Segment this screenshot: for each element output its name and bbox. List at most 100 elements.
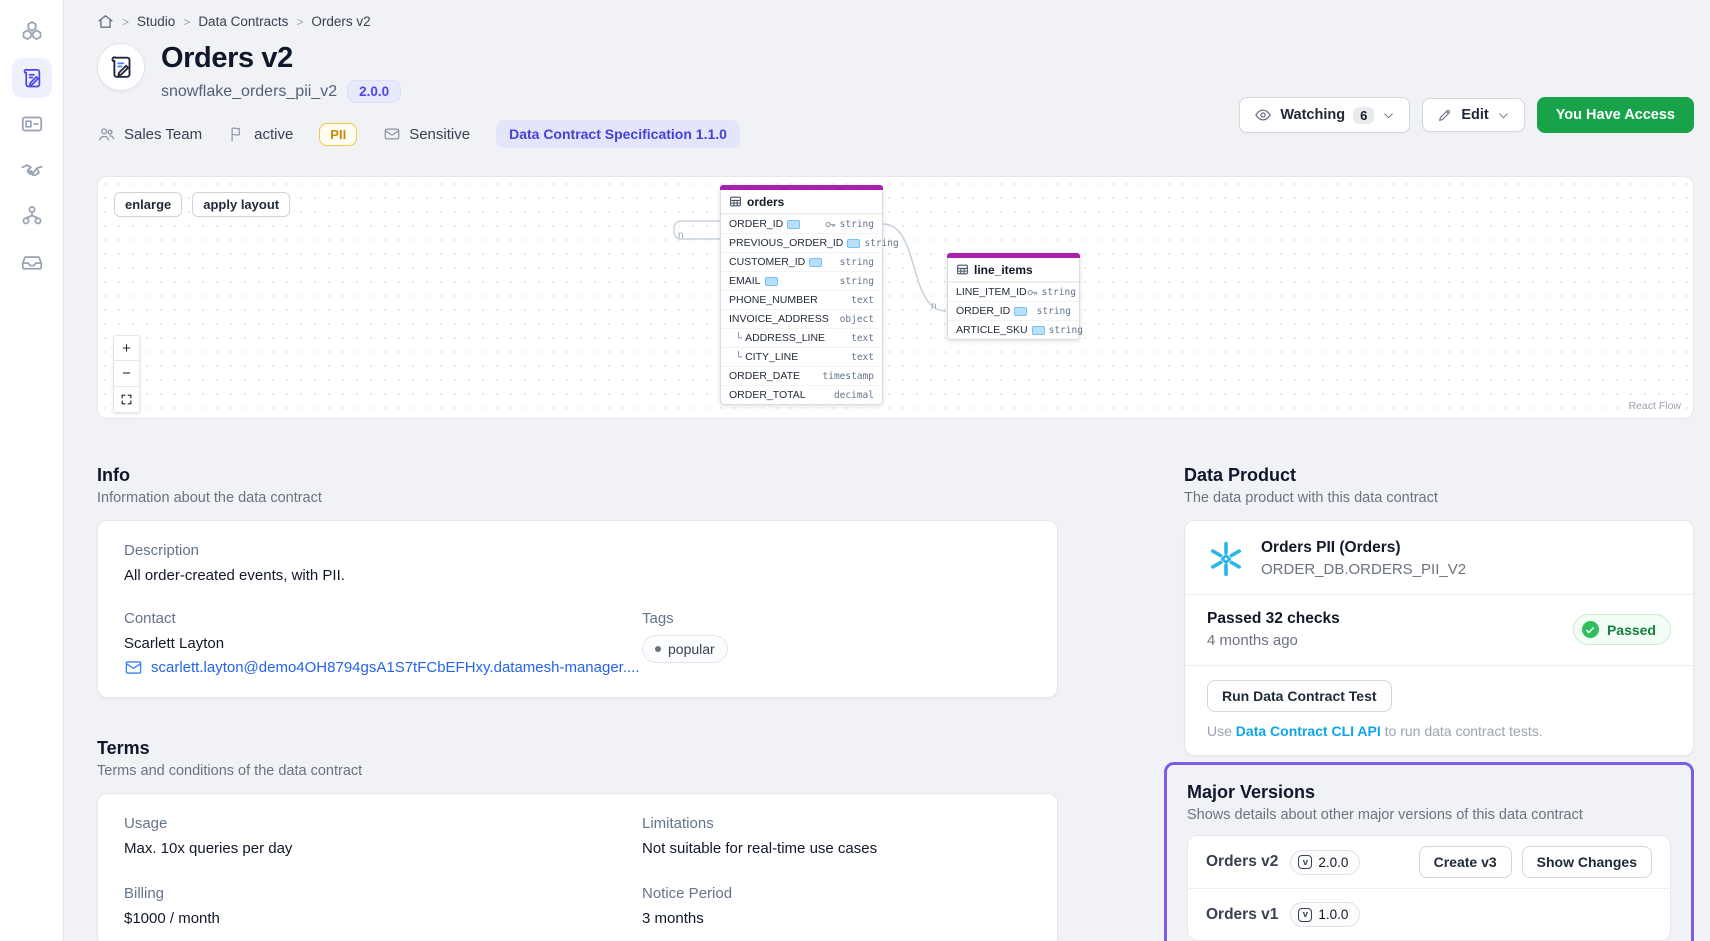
version-pill: v 1.0.0 (1290, 902, 1361, 927)
apply-layout-button[interactable]: apply layout (192, 192, 291, 217)
diagram-toolbar: enlarge apply layout (114, 192, 291, 217)
field-row[interactable]: PREVIOUS_ORDER_ID string (721, 233, 899, 252)
data-product-card: Orders PII (Orders) ORDER_DB.ORDERS_PII_… (1184, 520, 1694, 756)
field-type: decimal (833, 389, 874, 401)
info-card: Description All order-created events, wi… (97, 520, 1058, 698)
cli-api-link[interactable]: Data Contract CLI API (1235, 723, 1381, 739)
sidebar-item-teams[interactable] (12, 196, 52, 236)
node-accent-bar (947, 253, 1080, 258)
cli-hint: Use Data Contract CLI API to run data co… (1207, 723, 1671, 739)
table-icon (957, 264, 968, 275)
data-product-name: Orders PII (Orders) (1261, 539, 1401, 556)
checks-title: Passed 32 checks (1207, 610, 1340, 627)
react-flow-attribution[interactable]: React Flow (1628, 400, 1681, 412)
right-column: Data Product The data product with this … (1164, 465, 1694, 941)
field-row[interactable]: └ CITY_LINE text (721, 347, 882, 366)
sidebar-item-data-products[interactable] (12, 12, 52, 52)
inbox-icon (21, 256, 42, 270)
contact-email-link[interactable]: scarlett.layton@demo4OH8794gsA1S7tFCbEFH… (124, 658, 642, 677)
classification-label: Sensitive (409, 125, 471, 143)
breadcrumb-data-contracts[interactable]: Data Contracts (198, 14, 289, 29)
billing-value: $1000 / month (124, 910, 220, 927)
version-badge: 2.0.0 (347, 80, 402, 103)
pii-classification-badge (1031, 325, 1045, 335)
field-name: ARTICLE_SKU (956, 324, 1028, 336)
checks-row: Passed 32 checks 4 months ago Passed (1185, 594, 1693, 666)
zoom-in-button[interactable]: + (113, 335, 140, 361)
contract-icon (23, 68, 40, 88)
access-button[interactable]: You Have Access (1536, 97, 1694, 133)
cubes-icon (22, 21, 41, 41)
schema-diagram-canvas[interactable]: n n enlarge apply layout + − orders (97, 176, 1694, 419)
sidebar-item-inbox[interactable] (12, 242, 52, 282)
field-row[interactable]: └ ADDRESS_LINE text (721, 328, 882, 347)
pencil-icon (1439, 109, 1451, 121)
version-name[interactable]: Orders v2 (1206, 853, 1279, 870)
breadcrumb-separator: > (183, 14, 191, 29)
owner-team[interactable]: Sales Team (97, 125, 202, 144)
node-title: orders (747, 194, 785, 209)
data-product-subheading: The data product with this data contract (1184, 490, 1438, 506)
card-icon (21, 116, 42, 132)
field-name: LINE_ITEM_ID (956, 286, 1027, 298)
tag-popular[interactable]: popular (642, 635, 728, 663)
fit-view-button[interactable] (113, 387, 140, 413)
show-changes-button[interactable]: Show Changes (1521, 846, 1652, 878)
pii-classification-badge (809, 257, 823, 267)
run-test-button[interactable]: Run Data Contract Test (1207, 680, 1392, 712)
table-node-orders[interactable]: orders ORDER_ID string PREVIOUS_ORDER_ID… (720, 185, 899, 405)
data-product-summary[interactable]: Orders PII (Orders) ORDER_DB.ORDERS_PII_… (1185, 521, 1693, 594)
eye-icon (1255, 109, 1272, 121)
status-badge: Passed (1572, 614, 1671, 645)
create-v3-button[interactable]: Create v3 (1418, 846, 1512, 878)
field-row[interactable]: ORDER_ID string (721, 214, 882, 233)
field-row[interactable]: PHONE_NUMBER text (721, 290, 882, 309)
field-row[interactable]: CUSTOMER_ID string (721, 252, 882, 271)
field-type: string (1048, 324, 1083, 336)
field-row[interactable]: LINE_ITEM_ID string (948, 282, 1079, 301)
home-icon[interactable] (97, 13, 114, 30)
sidebar-item-data-contracts[interactable] (11, 58, 52, 98)
version-pill: v 2.0.0 (1290, 849, 1361, 875)
status-flag: active (228, 125, 293, 143)
node-accent-bar (720, 185, 883, 190)
zoom-out-button[interactable]: − (113, 361, 140, 387)
diagram-zoom-controls: + − (113, 335, 140, 413)
sidebar-item-catalog[interactable] (12, 104, 52, 144)
version-row-v1: Orders v1 v 1.0.0 (1188, 888, 1670, 940)
field-row[interactable]: ORDER_DATE timestamp (721, 366, 882, 385)
tag-dot (655, 646, 661, 652)
field-row[interactable]: ORDER_ID string (948, 301, 1079, 320)
nested-field-elbow: └ (735, 332, 743, 344)
field-row[interactable]: ARTICLE_SKU string (948, 320, 1083, 339)
watching-button[interactable]: Watching 6 (1239, 97, 1411, 133)
field-type: object (839, 313, 874, 325)
tag-text: popular (668, 641, 715, 657)
status-label: active (254, 125, 294, 143)
major-versions-highlight: Major Versions Shows details about other… (1164, 762, 1694, 941)
edit-label: Edit (1461, 107, 1489, 123)
breadcrumb-studio[interactable]: Studio (137, 14, 176, 29)
version-icon: v (1298, 907, 1313, 922)
enlarge-button[interactable]: enlarge (114, 192, 183, 217)
table-node-line-items[interactable]: line_items LINE_ITEM_ID string ORDER_ID … (947, 253, 1083, 340)
version-name[interactable]: Orders v1 (1206, 905, 1279, 923)
field-row[interactable]: INVOICE_ADDRESS object (721, 309, 882, 328)
classification: Sensitive (383, 125, 470, 143)
field-type: string (1036, 305, 1071, 317)
spec-badge[interactable]: Data Contract Specification 1.1.0 (496, 120, 740, 148)
field-name: ADDRESS_LINE (745, 332, 826, 344)
header-actions: Watching 6 Edit You Have Access (1239, 97, 1694, 133)
app-sidebar (0, 0, 64, 941)
field-row[interactable]: EMAIL string (721, 271, 882, 290)
edit-button[interactable]: Edit (1422, 98, 1525, 132)
contact-email-text: scarlett.layton@demo4OH8794gsA1S7tFCbEFH… (151, 659, 640, 676)
page-header: Orders v2 snowflake_orders_pii_v2 2.0.0 (97, 43, 1694, 103)
breadcrumb-separator: > (296, 14, 304, 29)
field-name: CUSTOMER_ID (729, 256, 806, 268)
pii-badge: PII (319, 122, 358, 146)
field-row[interactable]: ORDER_TOTAL decimal (721, 385, 882, 404)
terms-heading: Terms (97, 738, 150, 758)
team-label: Sales Team (124, 125, 203, 143)
sidebar-item-agreements[interactable] (12, 150, 52, 190)
